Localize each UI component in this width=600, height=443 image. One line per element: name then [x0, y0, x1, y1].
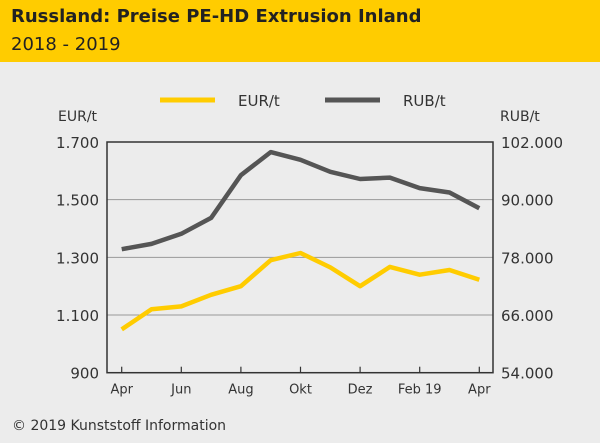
chart-subtitle: 2018 - 2019 [11, 34, 121, 55]
series-line-rub [121, 149, 481, 252]
y-axis-label-left: EUR/t [58, 109, 98, 125]
x-tick-label: Apr [110, 383, 133, 398]
copyright-footer: © 2019 Kunststoff Information [12, 418, 227, 434]
y-tick-label-right: 66.000 [501, 307, 554, 325]
y-tick-label-left: 1.100 [56, 307, 99, 325]
x-tick-label: Jun [170, 383, 191, 398]
x-tick-label: Dez [348, 383, 373, 398]
y-tick-label-left: 1.700 [56, 134, 99, 152]
x-tick-label: Okt [289, 383, 312, 398]
header-band: Russland: Preise PE-HD Extrusion Inland … [0, 0, 600, 62]
chart-title: Russland: Preise PE-HD Extrusion Inland [11, 6, 422, 27]
y-tick-label-left: 1.500 [56, 192, 99, 210]
y-tick-label-left: 1.300 [56, 249, 99, 267]
y-tick-label-right: 78.000 [501, 249, 554, 267]
y-tick-label-right: 54.000 [501, 365, 554, 383]
y-tick-label-left: 900 [70, 365, 99, 383]
x-tick-label: Apr [468, 383, 491, 398]
x-tick-label: Feb 19 [398, 383, 442, 398]
legend-label-rub: RUB/t [403, 92, 446, 110]
series-line-eur [120, 250, 481, 332]
legend-label-eur: EUR/t [238, 92, 280, 110]
y-tick-label-right: 102.000 [501, 134, 563, 152]
x-tick-label: Aug [228, 383, 253, 398]
y-tick-label-right: 90.000 [501, 192, 554, 210]
y-axis-label-right: RUB/t [500, 109, 540, 125]
